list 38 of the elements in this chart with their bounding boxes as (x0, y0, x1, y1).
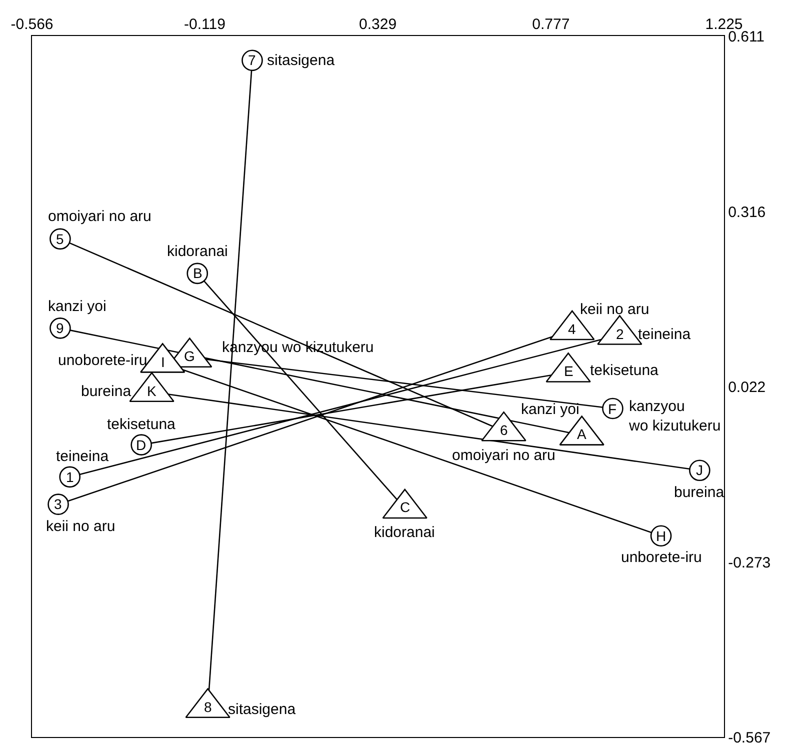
x-tick-label: -0.566 (10, 16, 54, 33)
y-tick-label: -0.567 (728, 729, 771, 746)
annotation: kanzyou wo kizutukeru (628, 398, 721, 434)
annotation: keii no aru (46, 518, 116, 535)
annotation: bureina (674, 484, 725, 501)
annotation: kanzi yoi (48, 298, 106, 315)
annotation: tekisetuna (107, 416, 176, 433)
y-tick-label: -0.273 (728, 554, 771, 572)
annotation: kanzi yoi (521, 401, 580, 418)
y-tick-label: 0.611 (728, 28, 765, 46)
annotation: B (193, 265, 202, 281)
annotation: 9 (56, 320, 64, 336)
annotation: sitasigena (267, 52, 336, 69)
annotation: sitasigena (228, 701, 296, 718)
annotation: unoborete-iru (58, 352, 148, 369)
x-tick-label: 0.777 (532, 16, 570, 33)
annotation: tekisetuna (590, 362, 660, 379)
y-tick-label: 0.022 (728, 378, 766, 396)
y-tick-label: 0.316 (728, 204, 766, 221)
annotation: kidoranai (167, 243, 228, 260)
annotation: unborete-iru (621, 549, 702, 566)
annotation: teineina (56, 448, 110, 465)
annotation: omoiyari no aru (48, 208, 152, 225)
annotation: kidoranai (374, 524, 435, 541)
x-tick-label: 0.329 (359, 16, 397, 33)
annotation: omoiyari no aru (452, 447, 556, 464)
x-tick-label: -0.119 (184, 16, 226, 33)
annotation: keii no aru (580, 301, 650, 318)
annotation: J (696, 462, 703, 478)
annotation: F (608, 401, 617, 417)
annotation: H (656, 528, 666, 544)
annotation: bureina (81, 383, 132, 400)
annotation: 7 (248, 52, 256, 68)
annotation: D (136, 437, 146, 453)
annotation: 5 (56, 231, 64, 247)
annotation: 1 (66, 469, 74, 485)
annotation: teineina (638, 326, 692, 343)
annotation: 3 (54, 496, 62, 512)
